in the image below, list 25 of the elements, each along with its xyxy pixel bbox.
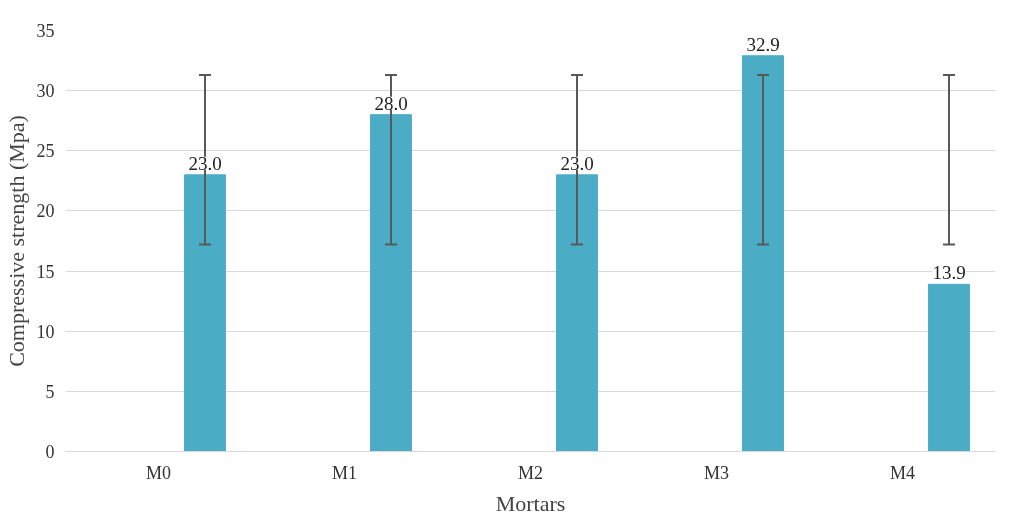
data-label: 23.0: [560, 152, 594, 174]
y-tick-label: 25: [36, 141, 55, 162]
y-axis-title: Compressive strength (Mpa): [3, 115, 29, 367]
bar: [184, 174, 226, 452]
y-tick-label: 35: [36, 21, 55, 41]
bar: [556, 174, 598, 452]
y-tick-label: 15: [36, 261, 55, 282]
x-tick-label: M2: [518, 462, 544, 483]
data-label: 28.0: [374, 92, 408, 114]
bar: [928, 283, 970, 452]
x-tick-label: M4: [890, 462, 916, 483]
y-tick-label: 10: [36, 321, 55, 342]
data-label: 23.0: [188, 152, 222, 174]
x-tick-label: M1: [332, 462, 358, 483]
y-tick-label: 0: [45, 442, 55, 462]
data-label: 32.9: [746, 33, 780, 55]
bar: [370, 114, 412, 452]
y-tick-label: 20: [36, 201, 55, 222]
y-tick-label: 30: [36, 81, 55, 102]
x-axis-title: Mortars: [495, 490, 566, 516]
y-tick-label: 5: [45, 381, 55, 402]
x-tick-label: M0: [146, 462, 172, 483]
bar: [742, 55, 784, 452]
data-label: 13.9: [932, 262, 966, 284]
x-tick-label: M3: [704, 462, 730, 483]
